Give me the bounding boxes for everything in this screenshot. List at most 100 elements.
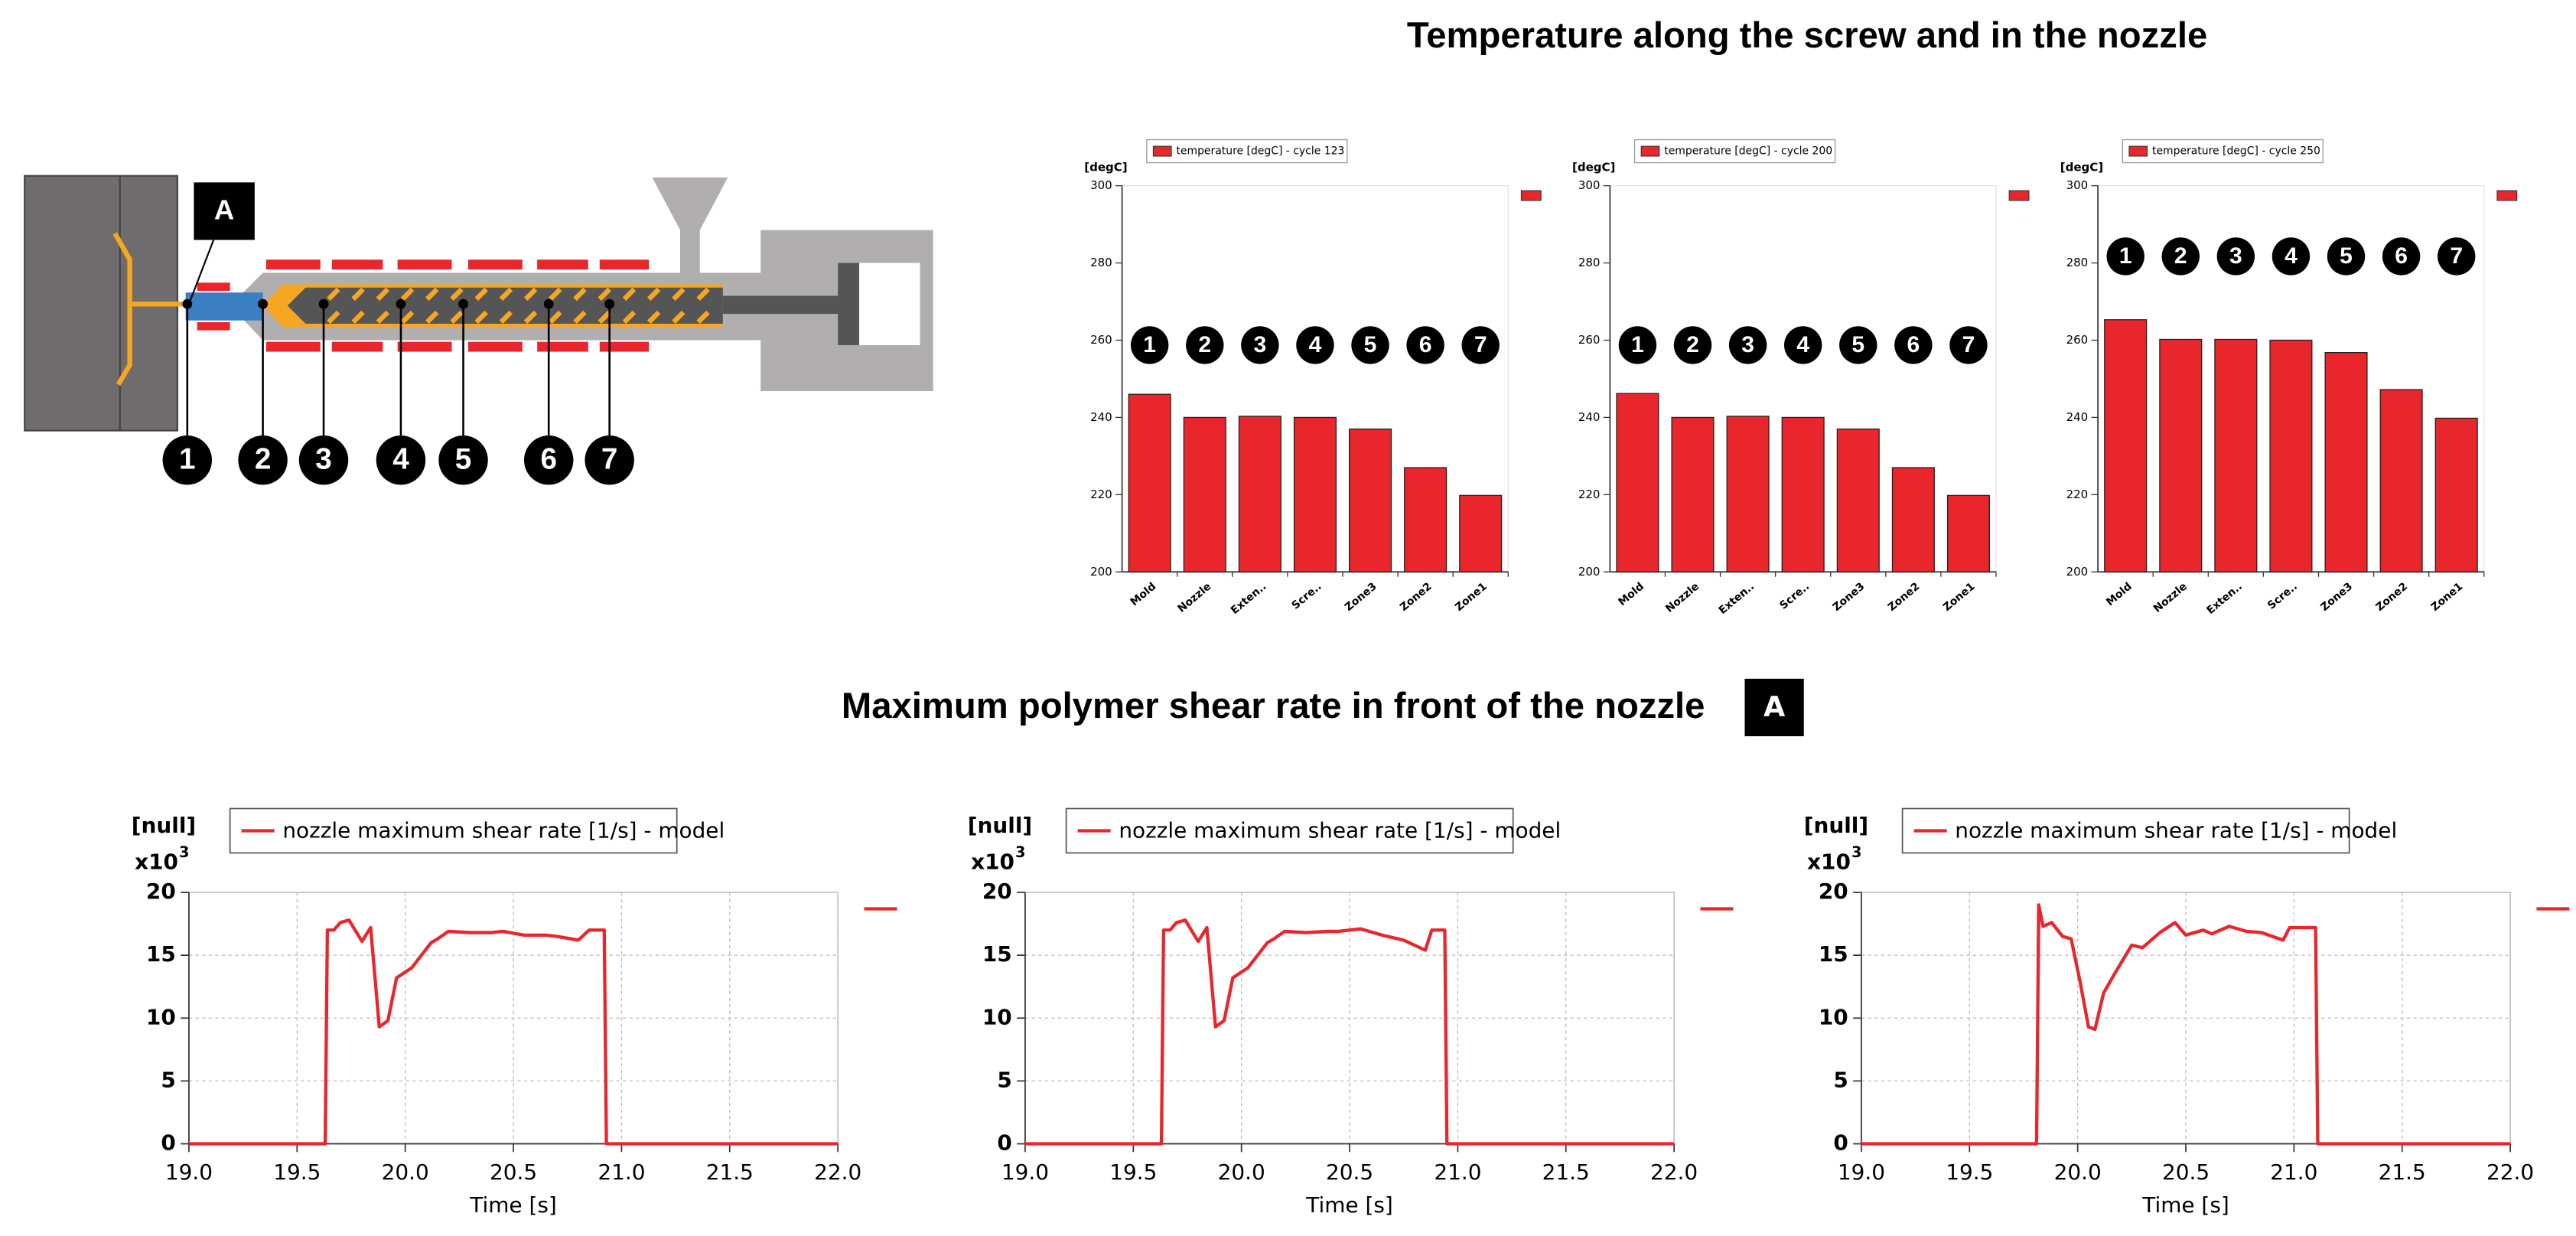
x-tick-label: Zone2: [1886, 580, 1923, 614]
x-tick-label: 19.5: [1946, 1159, 1993, 1185]
badge-label: A: [1763, 690, 1786, 723]
piston: [838, 263, 859, 345]
marker-dot: [182, 299, 192, 309]
marker-label: 4: [392, 443, 409, 476]
y-tick-label: 0: [997, 1130, 1011, 1156]
marker-dot: [544, 299, 554, 309]
figure: Temperature along the screw and in the n…: [0, 0, 2576, 1236]
x-tick-label: Exten..: [2204, 580, 2245, 617]
x-tick-label: 19.5: [1109, 1159, 1157, 1185]
legend-side-swatch: [1521, 191, 1541, 201]
x-tick-label: Zone1: [1453, 580, 1490, 614]
x-tick-label: 20.5: [1326, 1159, 1373, 1185]
x-tick-label: 22.0: [2486, 1159, 2534, 1185]
x-tick-label: Mold: [2104, 580, 2135, 608]
marker-label: 6: [1907, 332, 1920, 357]
bar: [2105, 320, 2147, 572]
x-tick-label: 20.0: [382, 1159, 429, 1185]
bar: [2435, 418, 2477, 572]
legend-label: temperature [degC] - cycle 250: [2152, 145, 2320, 158]
marker-label: 2: [2174, 243, 2187, 269]
y-tick-label: 260: [2066, 333, 2089, 347]
nozzle: [186, 292, 263, 321]
x-tick-label: Zone1: [2429, 580, 2466, 614]
y-scale-exp: 3: [179, 843, 189, 861]
nozzle-heater: [197, 282, 230, 291]
bar: [2270, 340, 2312, 572]
y-tick-label: 240: [1578, 410, 1601, 424]
y-tick-label: 15: [146, 941, 176, 967]
x-tick-label: Scre..: [1290, 580, 1324, 611]
y-tick-label: 20: [982, 879, 1012, 904]
shaft: [723, 296, 842, 315]
y-tick-label: 5: [161, 1067, 175, 1092]
x-tick-label: Nozzle: [2151, 580, 2190, 615]
y-tick-label: 15: [982, 941, 1012, 967]
x-tick-label: 20.5: [490, 1159, 537, 1185]
y-tick-label: 0: [161, 1130, 175, 1156]
y-tick-label: 260: [1090, 333, 1112, 347]
y-scale-exp: 3: [1851, 843, 1861, 861]
x-tick-label: Zone2: [2374, 580, 2411, 614]
marker-label: 5: [2340, 243, 2353, 269]
y-tick-label: 260: [1578, 333, 1601, 347]
y-tick-label: 300: [1578, 178, 1601, 192]
bar: [1239, 416, 1281, 572]
legend-swatch: [1153, 146, 1171, 156]
legend-side-swatch: [2009, 191, 2029, 201]
y-tick-label: 20: [1819, 879, 1848, 904]
legend-swatch: [2129, 146, 2148, 156]
y-tick-label: 220: [1090, 488, 1112, 501]
y-unit: [degC]: [1084, 161, 1127, 174]
x-tick-label: 20.0: [1218, 1159, 1265, 1185]
hopper: [652, 178, 728, 273]
x-axis-label: Time [s]: [469, 1192, 556, 1218]
y-tick-label: 200: [2066, 565, 2089, 579]
x-tick-label: 19.0: [1838, 1159, 1885, 1185]
y-unit: [null]: [1804, 813, 1868, 838]
bar: [1948, 495, 1990, 572]
bar: [2380, 390, 2422, 572]
x-tick-label: 21.0: [1434, 1159, 1481, 1185]
marker-label: 7: [601, 443, 618, 476]
marker-label: 2: [1198, 332, 1211, 357]
nozzle-heater: [197, 322, 230, 331]
bar: [1295, 417, 1337, 572]
bar: [1350, 429, 1392, 572]
y-tick-label: 220: [2066, 488, 2089, 501]
y-tick-label: 200: [1090, 565, 1112, 579]
bar: [1892, 468, 1934, 572]
page: { "headings": {"top": "Temperature along…: [0, 0, 2576, 1236]
bar: [2215, 339, 2257, 572]
x-tick-label: Zone3: [1343, 580, 1379, 614]
marker-label: 3: [1741, 332, 1754, 357]
legend-label: nozzle maximum shear rate [1/s] - model: [1119, 818, 1561, 843]
bar: [1837, 429, 1879, 572]
marker-dot: [458, 299, 468, 309]
marker-label: 1: [179, 443, 196, 476]
legend-label: temperature [degC] - cycle 200: [1664, 145, 1832, 158]
bar: [1617, 393, 1659, 572]
marker-label: 7: [2450, 243, 2463, 269]
marker-dot: [604, 299, 614, 309]
bar: [1782, 417, 1824, 572]
y-tick-label: 240: [2066, 410, 2089, 424]
marker-label: 4: [1309, 332, 1322, 357]
y-tick-label: 5: [1833, 1067, 1848, 1092]
marker-label: 4: [2285, 243, 2298, 269]
marker-label: 3: [315, 443, 332, 476]
x-tick-label: Scre..: [2265, 580, 2300, 611]
y-unit: [degC]: [1572, 161, 1615, 174]
x-tick-label: 21.5: [1542, 1159, 1590, 1185]
legend-label: nozzle maximum shear rate [1/s] - model: [282, 818, 725, 843]
bar: [1184, 417, 1226, 572]
marker-label: 6: [540, 443, 557, 476]
marker-dot: [396, 299, 406, 309]
bar: [1128, 394, 1171, 572]
y-tick-label: 10: [1819, 1004, 1848, 1029]
x-tick-label: Zone2: [1398, 580, 1435, 614]
x-tick-label: 20.0: [2054, 1159, 2102, 1185]
x-tick-label: 19.0: [1001, 1159, 1049, 1185]
x-axis-label: Time [s]: [1305, 1192, 1392, 1218]
x-tick-label: Mold: [1128, 580, 1159, 608]
